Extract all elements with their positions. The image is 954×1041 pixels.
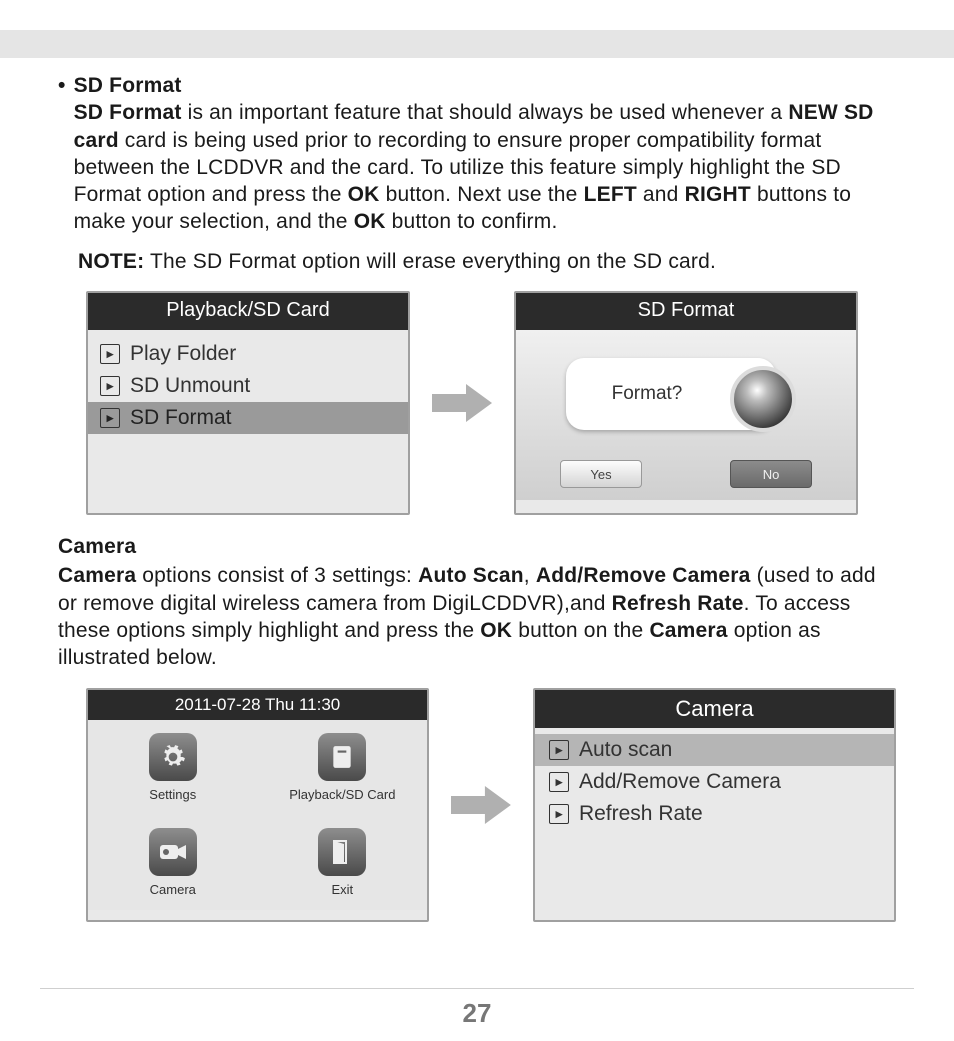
label: Exit	[331, 882, 353, 897]
dialog-body: Format? Yes No	[516, 330, 856, 500]
camera-heading: Camera	[58, 533, 896, 560]
chevron-right-icon: ▸	[100, 344, 120, 364]
chevron-right-icon: ▸	[100, 408, 120, 428]
camera-paragraph: Camera options consist of 3 settings: Au…	[58, 562, 896, 671]
label: Refresh Rate	[579, 802, 703, 826]
txt: SD Format	[74, 101, 182, 124]
txt: LEFT	[584, 183, 637, 206]
txt: OK	[354, 210, 386, 233]
figure-row-1: Playback/SD Card ▸ Play Folder ▸ SD Unmoun…	[86, 291, 896, 515]
arrow-right-icon	[451, 786, 511, 824]
page-number: 27	[0, 998, 954, 1029]
dialog-title: SD Format	[516, 293, 856, 330]
camera-submenu-panel: Camera ▸ Auto scan ▸ Add/Remove Camera ▸ Re…	[533, 688, 896, 922]
sd-format-title: SD Format	[74, 74, 182, 97]
label: Add/Remove Camera	[579, 770, 781, 794]
cam-item-add-remove[interactable]: ▸ Add/Remove Camera	[535, 766, 894, 798]
label: Camera	[150, 882, 196, 897]
menu-item-play-folder[interactable]: ▸ Play Folder	[88, 338, 408, 370]
figure-row-2: 2011-07-28 Thu 11:30 Settings Playback/S…	[86, 688, 896, 922]
panel-title: Playback/SD Card	[88, 293, 408, 330]
cam-item-refresh-rate[interactable]: ▸ Refresh Rate	[535, 798, 894, 830]
arrow-right-icon	[432, 384, 492, 422]
heading: Camera	[58, 535, 136, 558]
txt: Add/Remove Camera	[536, 564, 751, 587]
home-title: 2011-07-28 Thu 11:30	[88, 690, 427, 720]
txt: options consist of 3 settings:	[136, 564, 418, 587]
footer-divider	[40, 988, 914, 989]
camera-list: ▸ Auto scan ▸ Add/Remove Camera ▸ Refresh R…	[535, 728, 894, 836]
note-text: The SD Format option will erase everythi…	[144, 250, 716, 273]
txt: button. Next use the	[380, 183, 584, 206]
txt: Auto Scan	[418, 564, 524, 587]
chevron-right-icon: ▸	[100, 376, 120, 396]
dialog-buttons: Yes No	[516, 460, 856, 488]
menu-list: ▸ Play Folder ▸ SD Unmount ▸ SD Format	[88, 330, 408, 464]
bullet-dot: •	[58, 72, 66, 236]
txt: OK	[348, 183, 380, 206]
camera-icon	[149, 828, 197, 876]
home-cell-exit[interactable]: Exit	[258, 815, 428, 910]
label: Playback/SD Card	[289, 787, 395, 802]
sd-format-dialog: SD Format Format? Yes No	[514, 291, 858, 515]
home-menu-panel: 2011-07-28 Thu 11:30 Settings Playback/S…	[86, 688, 429, 922]
door-icon	[318, 828, 366, 876]
label: Play Folder	[130, 342, 236, 366]
label: SD Format	[130, 406, 232, 430]
gear-icon	[149, 733, 197, 781]
label: SD Unmount	[130, 374, 250, 398]
txt: Camera	[649, 619, 727, 642]
page-content: • SD Format SD Format is an important fe…	[58, 72, 896, 940]
menu-item-sd-unmount[interactable]: ▸ SD Unmount	[88, 370, 408, 402]
txt: OK	[480, 619, 512, 642]
card-icon	[318, 733, 366, 781]
chevron-right-icon: ▸	[549, 804, 569, 824]
lens-icon	[730, 366, 796, 432]
cam-item-auto-scan[interactable]: ▸ Auto scan	[535, 734, 894, 766]
format-bubble: Format?	[566, 358, 776, 430]
txt: RIGHT	[685, 183, 751, 206]
no-button[interactable]: No	[730, 460, 812, 488]
txt: ,	[524, 564, 536, 587]
chevron-right-icon: ▸	[549, 772, 569, 792]
yes-button[interactable]: Yes	[560, 460, 642, 488]
sd-format-bullet: • SD Format SD Format is an important fe…	[58, 72, 896, 236]
home-cell-settings[interactable]: Settings	[88, 720, 258, 815]
bubble-text: Format?	[612, 383, 683, 405]
txt: Refresh Rate	[612, 592, 744, 615]
label: Auto scan	[579, 738, 672, 762]
header-band	[0, 30, 954, 58]
playback-sd-panel: Playback/SD Card ▸ Play Folder ▸ SD Unmoun…	[86, 291, 410, 515]
manual-page: • SD Format SD Format is an important fe…	[0, 0, 954, 1041]
note-line: NOTE: The SD Format option will erase ev…	[58, 248, 896, 275]
txt: and	[637, 183, 685, 206]
panel-title: Camera	[535, 690, 894, 728]
home-grid: Settings Playback/SD Card Camera Exit	[88, 720, 427, 910]
txt: button to confirm.	[386, 210, 558, 233]
txt: Camera	[58, 564, 136, 587]
menu-item-sd-format[interactable]: ▸ SD Format	[88, 402, 408, 434]
chevron-right-icon: ▸	[549, 740, 569, 760]
sd-format-block: SD Format SD Format is an important feat…	[74, 72, 896, 236]
home-cell-playback[interactable]: Playback/SD Card	[258, 720, 428, 815]
txt: is an important feature that should alwa…	[182, 101, 789, 124]
home-cell-camera[interactable]: Camera	[88, 815, 258, 910]
note-label: NOTE:	[78, 250, 144, 273]
txt: button on the	[512, 619, 649, 642]
label: Settings	[149, 787, 196, 802]
